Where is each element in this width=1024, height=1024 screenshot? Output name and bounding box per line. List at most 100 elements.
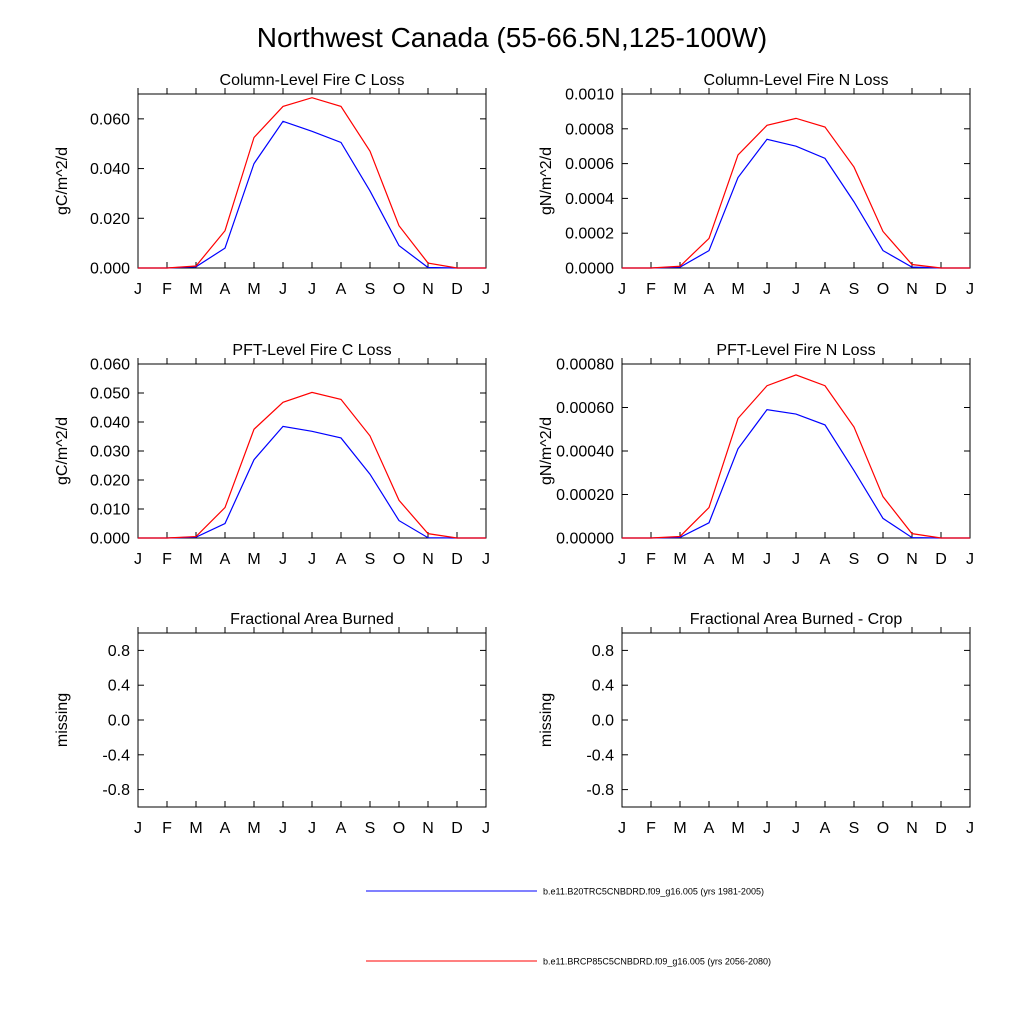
x-tick-label: F bbox=[646, 551, 656, 568]
y-tick-label: 0.0 bbox=[108, 713, 130, 730]
x-tick-label: J bbox=[792, 820, 800, 837]
x-tick-label: N bbox=[422, 551, 434, 568]
x-tick-label: A bbox=[704, 820, 715, 837]
x-tick-label: M bbox=[247, 551, 260, 568]
x-tick-label: O bbox=[393, 551, 405, 568]
x-tick-label: J bbox=[792, 551, 800, 568]
x-tick-label: F bbox=[646, 281, 656, 298]
x-tick-label: A bbox=[336, 551, 347, 568]
x-tick-label: M bbox=[189, 820, 202, 837]
x-tick-label: F bbox=[162, 820, 172, 837]
series-line-2 bbox=[138, 391, 486, 539]
series-line-1 bbox=[138, 425, 486, 539]
x-tick-label: J bbox=[763, 551, 771, 568]
y-tick-label: 0.8 bbox=[592, 643, 614, 660]
y-tick-label: -0.8 bbox=[586, 782, 614, 799]
y-tick-label: 0.0004 bbox=[565, 191, 614, 208]
x-tick-label: A bbox=[820, 551, 831, 568]
x-tick-label: A bbox=[820, 820, 831, 837]
page-title: Northwest Canada (55-66.5N,125-100W) bbox=[256, 22, 768, 53]
y-tick-label: -0.4 bbox=[586, 747, 614, 764]
x-tick-label: M bbox=[731, 281, 744, 298]
x-tick-label: J bbox=[279, 281, 287, 298]
x-tick-label: D bbox=[935, 281, 947, 298]
chart-panel-2: Column-Level Fire N Loss gN/m^2/d 0.0000 0.… bbox=[538, 72, 974, 298]
y-tick-label: -0.4 bbox=[102, 747, 130, 764]
x-tick-label: M bbox=[247, 820, 260, 837]
y-tick-label: 0.0000 bbox=[565, 261, 614, 278]
x-tick-label: J bbox=[279, 820, 287, 837]
panel-title: Fractional Area Burned bbox=[230, 611, 394, 628]
y-tick-label: 0.030 bbox=[90, 444, 130, 461]
panel-title: Fractional Area Burned - Crop bbox=[690, 611, 903, 628]
x-tick-label: J bbox=[763, 281, 771, 298]
x-tick-label: A bbox=[704, 281, 715, 298]
y-axis-label: gC/m^2/d bbox=[54, 147, 71, 215]
legend-label: b.e11.B20TRC5CNBDRD.f09_g16.005 (yrs 198… bbox=[543, 887, 764, 897]
x-tick-label: M bbox=[731, 820, 744, 837]
x-tick-label: O bbox=[393, 820, 405, 837]
x-tick-label: D bbox=[451, 551, 463, 568]
y-tick-label: 0.00000 bbox=[556, 531, 614, 548]
y-axis-label: gN/m^2/d bbox=[538, 147, 555, 215]
chart-panel-1: Column-Level Fire C Loss gC/m^2/d 0.000 0.0… bbox=[54, 72, 490, 298]
x-tick-label: J bbox=[482, 820, 490, 837]
y-tick-label: 0.020 bbox=[90, 473, 130, 490]
x-tick-label: F bbox=[646, 820, 656, 837]
legend-label: b.e11.BRCP85C5CNBDRD.f09_g16.005 (yrs 20… bbox=[543, 957, 771, 967]
y-tick-label: 0.050 bbox=[90, 386, 130, 403]
y-tick-label: 0.060 bbox=[90, 111, 130, 128]
x-tick-label: F bbox=[162, 551, 172, 568]
x-tick-label: J bbox=[308, 820, 316, 837]
x-tick-label: J bbox=[482, 551, 490, 568]
x-tick-label: N bbox=[422, 820, 434, 837]
x-tick-label: A bbox=[336, 281, 347, 298]
x-tick-label: N bbox=[906, 551, 918, 568]
x-tick-label: N bbox=[906, 281, 918, 298]
y-tick-label: 0.00040 bbox=[556, 444, 614, 461]
y-tick-label: 0.00060 bbox=[556, 400, 614, 417]
series-line-2 bbox=[622, 117, 970, 269]
legend-item-1: b.e11.B20TRC5CNBDRD.f09_g16.005 (yrs 198… bbox=[366, 887, 764, 897]
x-tick-label: O bbox=[393, 281, 405, 298]
x-tick-label: M bbox=[247, 281, 260, 298]
x-tick-label: S bbox=[365, 551, 376, 568]
x-tick-label: J bbox=[763, 820, 771, 837]
y-tick-label: 0.010 bbox=[90, 502, 130, 519]
x-tick-label: D bbox=[935, 551, 947, 568]
y-tick-label: 0.0010 bbox=[565, 87, 614, 104]
x-tick-label: D bbox=[935, 820, 947, 837]
plot-frame bbox=[621, 93, 971, 269]
series-line-1 bbox=[622, 409, 970, 539]
y-tick-label: 0.00080 bbox=[556, 357, 614, 374]
x-tick-label: J bbox=[618, 281, 626, 298]
y-tick-label: 0.020 bbox=[90, 211, 130, 228]
x-tick-label: M bbox=[673, 281, 686, 298]
x-tick-label: J bbox=[482, 281, 490, 298]
chart-panel-6: Fractional Area Burned - Crop missing -0.8… bbox=[538, 611, 974, 837]
x-tick-label: S bbox=[365, 281, 376, 298]
y-tick-label: 0.040 bbox=[90, 415, 130, 432]
plot-frame bbox=[621, 632, 971, 808]
x-tick-label: J bbox=[308, 281, 316, 298]
y-tick-label: 0.0008 bbox=[565, 121, 614, 138]
x-tick-label: J bbox=[134, 281, 142, 298]
x-tick-label: O bbox=[877, 551, 889, 568]
x-tick-label: N bbox=[422, 281, 434, 298]
x-tick-label: M bbox=[731, 551, 744, 568]
plot-frame bbox=[137, 93, 487, 269]
x-tick-label: M bbox=[189, 551, 202, 568]
x-tick-label: J bbox=[966, 551, 974, 568]
chart-panel-5: Fractional Area Burned missing -0.8 -0.4 0.0… bbox=[54, 611, 490, 837]
x-tick-label: A bbox=[220, 820, 231, 837]
x-tick-label: S bbox=[849, 551, 860, 568]
y-tick-label: 0.060 bbox=[90, 357, 130, 374]
x-tick-label: J bbox=[618, 551, 626, 568]
y-tick-label: 0.000 bbox=[90, 261, 130, 278]
y-tick-label: 0.8 bbox=[108, 643, 130, 660]
y-tick-label: -0.8 bbox=[102, 782, 130, 799]
chart-panel-4: PFT-Level Fire N Loss gN/m^2/d 0.00000 0.00… bbox=[538, 342, 974, 568]
y-axis-label: gC/m^2/d bbox=[54, 417, 71, 485]
y-axis-label: missing bbox=[54, 693, 71, 747]
